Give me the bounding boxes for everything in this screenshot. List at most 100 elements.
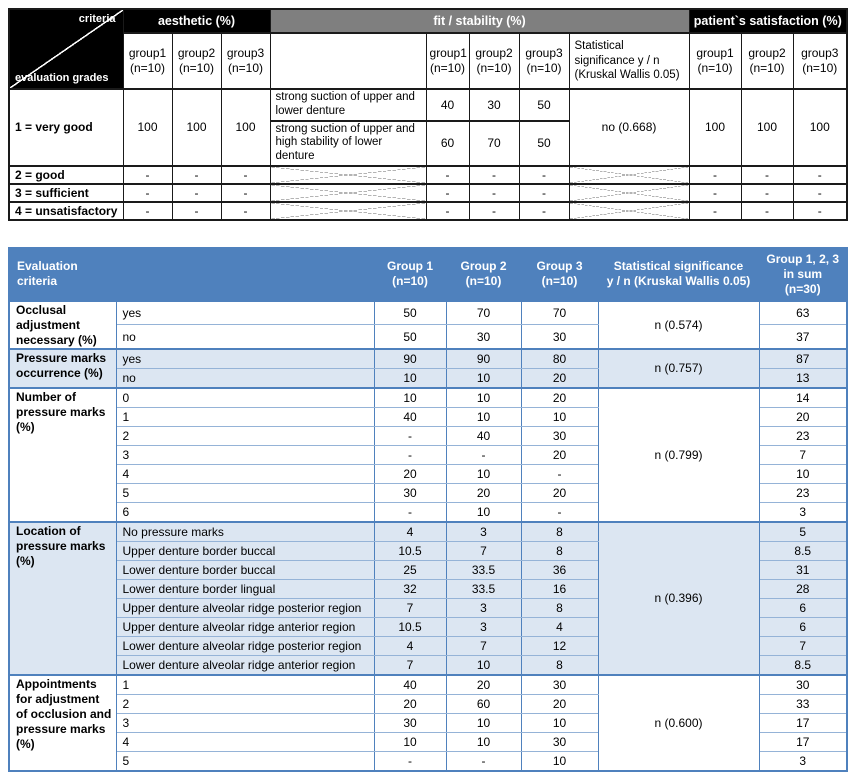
stat-value: n (0.574) <box>597 299 760 350</box>
aesthetic-group1-value: - <box>122 200 173 221</box>
sum-value: 33 <box>758 693 848 714</box>
group2-value: 10 <box>445 463 522 484</box>
crossed-out-cell <box>568 182 690 203</box>
group2-value: 33.5 <box>445 559 522 580</box>
group3-value: 30 <box>520 731 599 752</box>
fit-group3-value: - <box>518 200 570 221</box>
patient-group2-value: - <box>740 200 794 221</box>
row-sublabel: 1 <box>115 406 375 427</box>
aesthetic-group3-value: - <box>220 164 271 185</box>
sum-value: 8.5 <box>758 654 848 676</box>
group1-value: - <box>373 444 447 465</box>
group2-value: 10 <box>445 406 522 427</box>
group3-value: 4 <box>520 616 599 637</box>
group3-value: 30 <box>520 324 599 350</box>
group1-value: 7 <box>373 654 447 676</box>
group1-value: 40 <box>373 674 447 695</box>
fit-group1-value: - <box>425 200 470 221</box>
fit-group2-value: 30 <box>468 88 520 122</box>
group2-value: 10 <box>445 501 522 523</box>
group2-value: 40 <box>445 425 522 446</box>
patient-group3-header: group3 (n=10) <box>792 32 848 90</box>
fit-group3-value: - <box>518 164 570 185</box>
row-sublabel: 4 <box>115 463 375 484</box>
fit-group3-value: 50 <box>518 119 570 167</box>
patient-group3-value: 100 <box>792 88 848 167</box>
row-sublabel: 3 <box>115 444 375 465</box>
section-label: Appointments for adjustment of occlusion… <box>8 673 117 772</box>
row-sublabel: 5 <box>115 482 375 503</box>
aesthetic-group-header: aesthetic (%) <box>122 8 271 34</box>
group1-value: 50 <box>373 324 447 350</box>
fit-group3-header: group3 (n=10) <box>518 32 570 90</box>
group3-value: 20 <box>520 444 599 465</box>
group2-value: 30 <box>445 324 522 350</box>
group2-value: 60 <box>445 693 522 714</box>
stat-value: n (0.799) <box>597 386 760 523</box>
crossed-out-cell <box>269 200 427 221</box>
row-sublabel: No pressure marks <box>115 521 375 542</box>
group2-value: 7 <box>445 540 522 561</box>
group3-value: 20 <box>520 367 599 389</box>
row-sublabel: Lower denture alveolar ridge anterior re… <box>115 654 375 676</box>
group3-value: 8 <box>520 597 599 618</box>
corner-header-cell: criteria evaluation grades <box>8 8 124 90</box>
stat-value: n (0.757) <box>597 347 760 389</box>
fit-description-header <box>269 32 427 90</box>
group3-value: 10 <box>520 712 599 733</box>
group1-value: 30 <box>373 712 447 733</box>
group1-value: - <box>373 501 447 523</box>
row-sublabel: yes <box>115 299 375 326</box>
group3-value: 12 <box>520 635 599 656</box>
row-sublabel: 0 <box>115 387 375 408</box>
sum-value: 14 <box>758 387 848 408</box>
row-sublabel: Upper denture alveolar ridge posterior r… <box>115 597 375 618</box>
stat-significance-header: Statistical significance y / n (Kruskal … <box>597 247 760 302</box>
group2-header: Group 2 (n=10) <box>445 247 522 302</box>
aesthetic-group2-value: - <box>171 164 222 185</box>
row-sublabel: 2 <box>115 693 375 714</box>
group1-value: 4 <box>373 635 447 656</box>
group2-value: - <box>445 750 522 772</box>
sum-value: 7 <box>758 635 848 656</box>
sum-value: 17 <box>758 731 848 752</box>
patient-group1-value: - <box>688 164 742 185</box>
group2-value: 70 <box>445 299 522 326</box>
aesthetic-group2-header: group2 (n=10) <box>171 32 222 90</box>
sum-value: 6 <box>758 616 848 637</box>
group2-value: 10 <box>445 654 522 676</box>
group1-value: 10 <box>373 387 447 408</box>
group1-value: 25 <box>373 559 447 580</box>
grades-table: criteria evaluation grades aesthetic (%)… <box>8 8 849 221</box>
sum-value: 31 <box>758 559 848 580</box>
patient-satisfaction-group-header: patient`s satisfaction (%) <box>688 8 848 34</box>
group2-value: - <box>445 444 522 465</box>
aesthetic-group1-value: - <box>122 164 173 185</box>
stat-significance-header: Statistical significance y / n (Kruskal … <box>568 32 690 90</box>
grade-row-label: 4 = unsatisfactory <box>8 200 124 221</box>
crossed-out-cell <box>269 164 427 185</box>
group3-value: 8 <box>520 654 599 676</box>
group1-value: - <box>373 750 447 772</box>
group3-value: 30 <box>520 425 599 446</box>
group1-value: 10 <box>373 731 447 752</box>
group3-value: 80 <box>520 348 599 369</box>
group1-value: 90 <box>373 348 447 369</box>
group2-value: 20 <box>445 482 522 503</box>
fit-group1-header: group1 (n=10) <box>425 32 470 90</box>
fit-description: strong suction of upper and lower dentur… <box>269 88 427 122</box>
group2-value: 7 <box>445 635 522 656</box>
corner-criteria-label: criteria <box>78 13 116 25</box>
group1-value: 20 <box>373 463 447 484</box>
group3-value: 70 <box>520 299 599 326</box>
aesthetic-group2-value: 100 <box>171 88 222 167</box>
group1-value: 20 <box>373 693 447 714</box>
sum-value: 5 <box>758 521 848 542</box>
row-sublabel: Lower denture alveolar ridge posterior r… <box>115 635 375 656</box>
group3-header: Group 3 (n=10) <box>520 247 599 302</box>
patient-group3-value: - <box>792 182 848 203</box>
aesthetic-group1-value: 100 <box>122 88 173 167</box>
group1-value: 40 <box>373 406 447 427</box>
group1-header: Group 1 (n=10) <box>373 247 447 302</box>
